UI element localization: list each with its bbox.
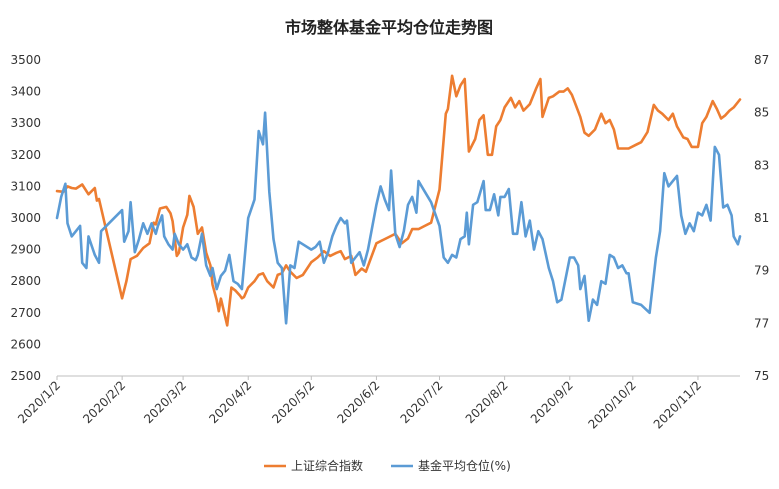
- y-left-tick-label: 3200: [10, 148, 41, 162]
- y-left-tick-label: 2900: [10, 243, 41, 257]
- y-left-tick-label: 3400: [10, 85, 41, 99]
- y-right-tick-label: 79: [754, 264, 769, 278]
- y-left-tick-label: 2800: [10, 274, 41, 288]
- legend-label: 上证综合指数: [291, 458, 363, 473]
- y-left-tick-label: 2500: [10, 369, 41, 383]
- y-right-tick-label: 85: [754, 106, 769, 120]
- legend: 上证综合指数 基金平均仓位(%): [264, 458, 511, 473]
- series-line-sse-index: [55, 74, 742, 327]
- series-layer: [55, 74, 742, 327]
- legend-label: 基金平均仓位(%): [418, 458, 511, 473]
- y-left-tick-label: 3000: [10, 211, 41, 225]
- y-right-tick-label: 77: [754, 316, 769, 330]
- y-right-tick-label: 75: [754, 369, 769, 383]
- series-line-fund-position: [55, 111, 742, 325]
- y-right-tick-label: 87: [754, 53, 769, 67]
- y-right-tick-label: 83: [754, 158, 769, 172]
- y-left-tick-label: 3500: [10, 53, 41, 67]
- y-left-tick-label: 3300: [10, 116, 41, 130]
- y-left-tick-label: 2700: [10, 306, 41, 320]
- y-left-tick-label: 2600: [10, 337, 41, 351]
- y-right-tick-label: 81: [754, 211, 769, 225]
- y-left-tick-label: 3100: [10, 179, 41, 193]
- chart-title: 市场整体基金平均仓位走势图: [285, 18, 493, 37]
